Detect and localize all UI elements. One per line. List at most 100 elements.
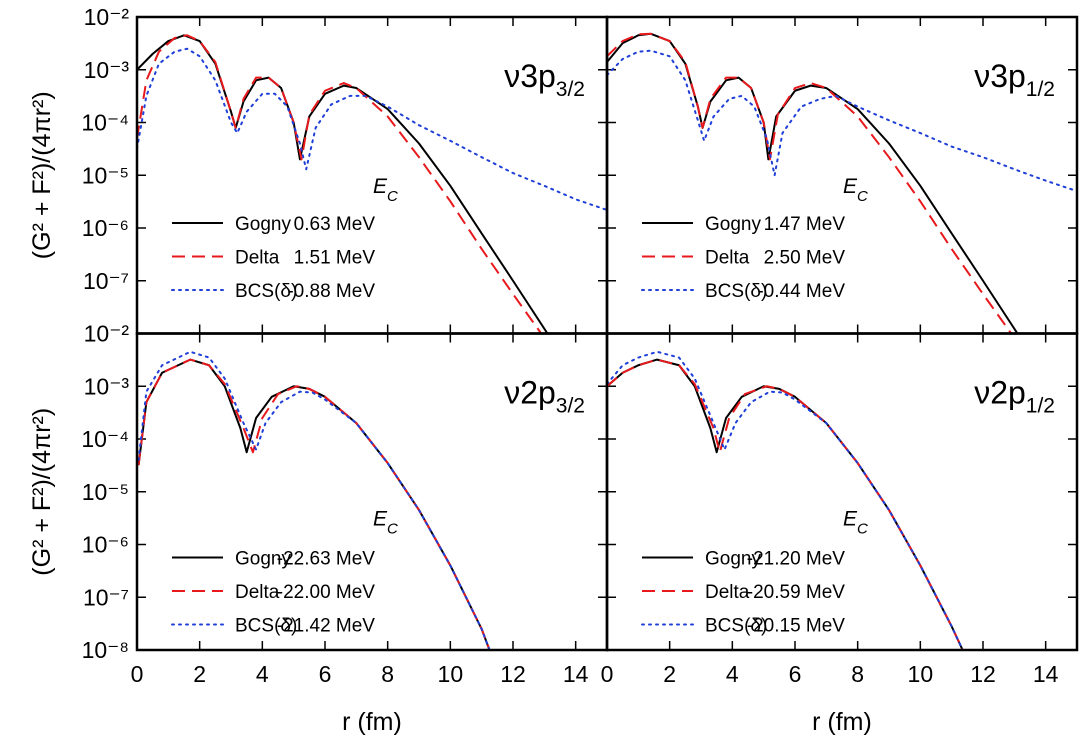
state-label: ν2p3/2 (504, 375, 585, 418)
x-tick-label: 0 (131, 661, 144, 687)
y-tick-label: 10⁻⁵ (82, 162, 129, 188)
legend-energy: -20.59 MeV (747, 582, 846, 603)
legend-label: Gogny (235, 214, 291, 235)
x-tick-label: 14 (563, 661, 589, 687)
legend-label: Delta (705, 248, 750, 269)
y-tick-label: 10⁻⁴ (81, 426, 129, 452)
legend-energy: 1.47 MeV (764, 214, 846, 235)
curves (137, 350, 491, 650)
legend-energy: -22.63 MeV (277, 549, 376, 570)
state-main: ν3p (504, 58, 556, 94)
x-tick-label: 8 (851, 661, 864, 687)
x-tick-label: 12 (500, 661, 526, 687)
state-sub: 3/2 (556, 395, 585, 418)
curve (607, 49, 1077, 193)
y-tick-label: 10⁻³ (84, 373, 130, 399)
legend-energy: -0.44 MeV (757, 281, 845, 302)
legend-label: Delta (705, 582, 750, 603)
curve (137, 34, 543, 334)
curves (607, 350, 964, 650)
x-tick-label: 4 (256, 661, 269, 687)
panel: 0 2 4 6 8 10 12 14 Gogny-21.20 MeV Delta-20.59 Me… (601, 332, 1079, 736)
legend-title: EC (843, 175, 868, 205)
x-tick-label: 14 (1033, 661, 1059, 687)
curve (607, 358, 964, 650)
state-main: ν3p (974, 58, 1026, 94)
state-label: ν3p1/2 (974, 58, 1055, 101)
legend-energy: -21.42 MeV (277, 616, 376, 637)
y-tick-label: 10⁻⁴ (81, 110, 129, 136)
legend-label: Gogny (705, 549, 761, 570)
curve (607, 358, 964, 650)
x-tick-label: 2 (663, 661, 676, 687)
curve (137, 358, 491, 650)
legend-title-main: E (373, 175, 388, 198)
y-tick-label: 10⁻⁷ (83, 268, 129, 294)
legend-energy: -22.00 MeV (277, 582, 376, 603)
legend-title-sub: C (857, 188, 868, 205)
legend-energy: -20.15 MeV (747, 616, 846, 637)
state-label: ν2p1/2 (974, 375, 1055, 418)
legend-energy: 2.50 MeV (764, 248, 846, 269)
panel: 10⁻² 10⁻³ 10⁻⁴ 10⁻⁵ 10⁻⁶ 10⁻⁷ Gogny 0.63 MeV Del… (28, 4, 609, 335)
legend-energy: -21.20 MeV (747, 549, 846, 570)
curves (607, 32, 1077, 334)
legend-title-sub: C (387, 188, 398, 205)
state-main: ν2p (974, 375, 1026, 411)
curve (137, 358, 491, 650)
y-tick-label: 10⁻⁵ (82, 479, 129, 505)
legend-label: BCS(δ) (235, 616, 297, 637)
x-axis-label: r (fm) (342, 708, 402, 736)
panel-frame (605, 332, 1079, 652)
curve (137, 34, 549, 334)
y-tick-label: 10⁻⁷ (83, 584, 129, 610)
legend-label: Delta (235, 248, 280, 269)
legend-label: BCS(δ) (705, 281, 767, 302)
legend-label: Gogny (705, 214, 761, 235)
legend-title: EC (843, 508, 868, 538)
legend-title-sub: C (387, 521, 398, 538)
x-tick-label: 4 (726, 661, 739, 687)
state-label: ν3p3/2 (504, 58, 585, 101)
legend-label: Delta (235, 582, 280, 603)
x-tick-label: 6 (789, 661, 802, 687)
state-sub: 1/2 (1026, 395, 1055, 418)
legend-title-main: E (843, 508, 858, 531)
curves (137, 34, 607, 334)
legend-title: EC (373, 508, 398, 538)
curve (607, 350, 964, 650)
legend-title-sub: C (857, 521, 868, 538)
y-tick-label: 10⁻² (84, 4, 130, 30)
legend-title: EC (373, 175, 398, 205)
legend-title-main: E (373, 508, 388, 531)
x-tick-label: 10 (908, 661, 934, 687)
legend-label: BCS(δ) (705, 616, 767, 637)
legend-energy: -0.88 MeV (287, 281, 375, 302)
y-tick-label: 10⁻² (84, 321, 130, 347)
x-tick-label: 6 (319, 661, 332, 687)
x-tick-label: 2 (193, 661, 206, 687)
y-tick-label: 10⁻⁶ (82, 532, 129, 558)
legend-label: Gogny (235, 549, 291, 570)
x-tick-label: 8 (381, 661, 394, 687)
legend-title-main: E (843, 175, 858, 198)
curve (607, 32, 1013, 334)
x-tick-label: 0 (601, 661, 614, 687)
legend-label: BCS(δ) (235, 281, 297, 302)
x-axis-label: r (fm) (812, 708, 872, 736)
panel: Gogny 1.47 MeV Delta 2.50 MeV BCS(δ)-0.44 Me… (605, 15, 1079, 335)
curve (137, 350, 491, 650)
y-tick-label: 10⁻⁶ (82, 215, 129, 241)
legend-energy: 1.51 MeV (294, 248, 376, 269)
state-sub: 3/2 (556, 78, 585, 101)
state-sub: 1/2 (1026, 78, 1055, 101)
x-tick-label: 12 (970, 661, 996, 687)
y-tick-label: 10⁻³ (84, 57, 130, 83)
panel: 10⁻² 10⁻³ 10⁻⁴ 10⁻⁵ 10⁻⁶ 10⁻⁷ 10⁻⁸0 2 4 6 8 10 12 14 G… (28, 321, 609, 736)
state-main: ν2p (504, 375, 556, 411)
x-tick-label: 10 (438, 661, 464, 687)
curve (137, 47, 607, 211)
y-axis-label: (G² + F²)/(4πr²) (28, 91, 56, 259)
